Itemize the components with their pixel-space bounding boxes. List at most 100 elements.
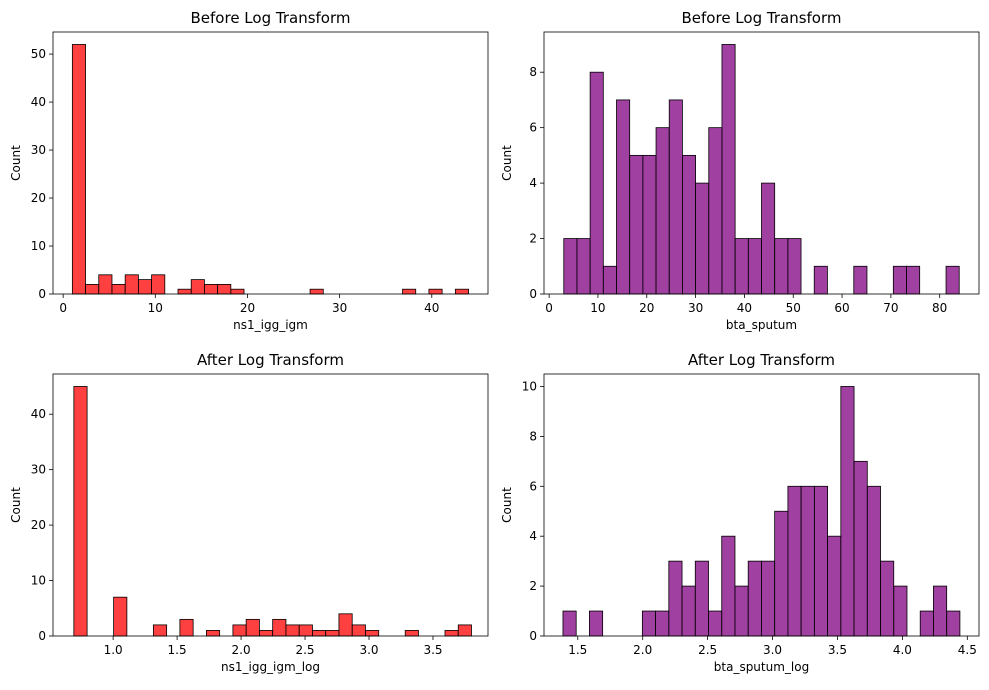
- y-tick-label: 0: [529, 629, 537, 643]
- histogram-bar: [111, 284, 126, 295]
- histogram-bar: [880, 560, 895, 637]
- histogram-bar: [206, 630, 221, 637]
- x-tick-label: 0: [59, 301, 67, 315]
- x-tick-label: 40: [424, 301, 439, 315]
- histogram-bar: [708, 610, 723, 637]
- histogram-bar: [655, 610, 670, 637]
- histogram-bar: [365, 630, 380, 637]
- histogram-bar: [179, 618, 194, 637]
- y-tick-label: 6: [529, 479, 537, 493]
- x-tick-label: 2.5: [698, 643, 717, 657]
- x-tick-label: 4.0: [893, 643, 912, 657]
- histogram-bar: [338, 613, 353, 637]
- x-tick-label: 1.5: [568, 643, 587, 657]
- x-tick-label: 30: [332, 301, 347, 315]
- y-tick-label: 8: [529, 65, 537, 79]
- axes-frame: [543, 373, 980, 637]
- histogram-bar: [721, 535, 736, 637]
- histogram-bar: [259, 630, 274, 637]
- histogram-bar: [734, 238, 749, 295]
- y-axis-label: Count: [500, 487, 514, 523]
- histogram-bar: [351, 624, 366, 637]
- histogram-bar: [444, 630, 459, 637]
- histogram-bar: [457, 624, 472, 637]
- x-tick-label: 0: [545, 301, 553, 315]
- x-tick-label: 40: [737, 301, 752, 315]
- y-tick-label: 0: [38, 287, 46, 301]
- histogram-bar: [285, 624, 300, 637]
- histogram-bar: [787, 238, 802, 295]
- y-tick-label: 20: [31, 191, 46, 205]
- histogram-bar: [152, 624, 168, 637]
- histogram-bar: [945, 265, 960, 295]
- chart-1: 0 10 20 30 40 0 10 20 30 40 50 Before Log Transform…: [9, 9, 489, 332]
- histogram-bar: [563, 238, 578, 295]
- histogram-bar: [827, 535, 842, 637]
- histogram-bar: [946, 610, 961, 637]
- x-tick-label: 50: [786, 301, 801, 315]
- histogram-bar: [230, 288, 245, 295]
- y-tick-label: 20: [31, 518, 46, 532]
- x-tick-label: 10: [590, 301, 605, 315]
- x-tick-label: 3.5: [828, 643, 847, 657]
- y-tick-label: 10: [522, 379, 537, 393]
- histogram-bar: [298, 624, 313, 637]
- histogram-bar: [325, 630, 340, 637]
- y-tick-label: 0: [529, 287, 537, 301]
- x-tick-label: 20: [240, 301, 255, 315]
- histogram-bar: [98, 274, 113, 295]
- y-tick-label: 50: [31, 47, 46, 61]
- y-tick-label: 0: [38, 629, 46, 643]
- y-tick-label: 2: [529, 232, 537, 246]
- histogram-bar: [217, 284, 232, 295]
- histogram-bar: [761, 560, 776, 637]
- chart-3: 1.0 1.5 2.0 2.5 3.0 3.5 0 10 20 30 40 After Log Tra…: [9, 351, 489, 674]
- histogram-bar: [853, 265, 868, 295]
- y-tick-label: 2: [529, 579, 537, 593]
- histogram-bar: [813, 485, 828, 637]
- histogram-bar: [454, 288, 469, 295]
- histogram-bar: [629, 154, 644, 295]
- histogram-bar: [272, 618, 287, 637]
- histogram-bar: [402, 288, 417, 295]
- y-axis-label: Count: [9, 145, 23, 181]
- histogram-bar: [641, 610, 656, 637]
- histogram-bar: [71, 44, 86, 295]
- x-tick-label: 20: [639, 301, 654, 315]
- axes-frame: [52, 31, 489, 295]
- histogram-bar: [906, 265, 921, 295]
- histogram-bar: [708, 127, 723, 295]
- histogram-bar: [668, 99, 683, 295]
- y-tick-label: 8: [529, 429, 537, 443]
- y-tick-label: 4: [529, 176, 537, 190]
- histogram-bar: [576, 238, 591, 295]
- histogram-bar: [589, 71, 604, 295]
- histogram-bar: [734, 585, 749, 637]
- axes-frame: [52, 373, 489, 637]
- y-tick-label: 10: [31, 239, 46, 253]
- chart-title: After Log Transform: [688, 351, 835, 369]
- histogram-bar: [85, 284, 100, 295]
- y-tick-label: 40: [31, 95, 46, 109]
- histogram-bar: [774, 510, 789, 637]
- histogram-bar: [893, 585, 908, 637]
- x-tick-label: 60: [834, 301, 849, 315]
- x-axis-label: bta_sputum: [726, 318, 797, 332]
- histogram-bar: [642, 154, 657, 295]
- histogram-bar: [668, 560, 683, 637]
- chart-4: 1.5 2.0 2.5 3.0 3.5 4.0 4.5 0 2 4 6 8 10 After Log Tr…: [500, 351, 980, 674]
- x-tick-label: 3.5: [423, 643, 442, 657]
- histogram-bar: [800, 485, 815, 637]
- histogram-bar: [190, 279, 205, 295]
- histogram-bar: [177, 288, 192, 295]
- y-tick-label: 4: [529, 529, 537, 543]
- chart-title: Before Log Transform: [191, 9, 351, 27]
- histogram-bar: [747, 238, 762, 295]
- x-tick-label: 1.0: [104, 643, 123, 657]
- histogram-bar: [204, 284, 219, 295]
- histogram-bar: [840, 386, 855, 637]
- x-tick-label: 2.5: [295, 643, 314, 657]
- chart-2: 0 10 20 30 40 50 60 70 80 0 2 4 6 8 Before Log Transfo…: [500, 9, 980, 332]
- histogram-bar: [589, 610, 604, 637]
